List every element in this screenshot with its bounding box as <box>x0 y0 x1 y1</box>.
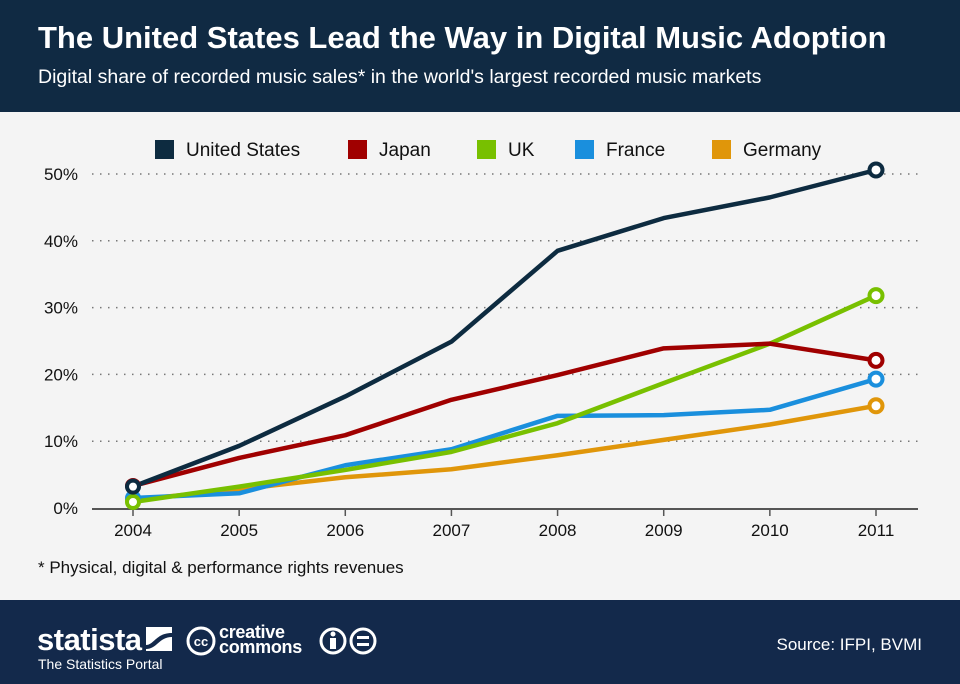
x-tick-label: 2005 <box>220 521 258 540</box>
legend-swatch <box>712 140 731 159</box>
chart-title: The United States Lead the Way in Digita… <box>38 20 887 55</box>
source-note: Source: IFPI, BVMI <box>776 635 923 654</box>
x-tick-label: 2007 <box>433 521 471 540</box>
end-marker <box>867 370 885 388</box>
statista-logo-mark-icon <box>146 627 172 651</box>
legend-item: Japan <box>348 140 431 161</box>
legend-label: United States <box>186 140 300 161</box>
end-marker <box>867 161 885 179</box>
y-axis: 0% 10% 20% 30% 40% 50% <box>44 165 78 518</box>
x-tick-label: 2008 <box>539 521 577 540</box>
y-tick-label: 40% <box>44 232 78 251</box>
legend-item: France <box>575 140 665 161</box>
legend-label: UK <box>508 140 535 161</box>
end-marker <box>867 397 885 415</box>
legend-swatch <box>155 140 174 159</box>
footer: statista The Statistics Portal cc creati… <box>0 600 960 684</box>
no-derivatives-icon <box>349 627 377 655</box>
series-lines <box>125 161 885 510</box>
x-axis: 2004 2005 2006 2007 2008 2009 2010 2011 <box>92 508 918 540</box>
y-tick-label: 20% <box>44 365 78 384</box>
series-line-france <box>132 376 877 501</box>
svg-text:cc: cc <box>194 634 208 649</box>
statista-logo[interactable]: statista <box>37 622 142 657</box>
legend-swatch <box>477 140 496 159</box>
x-tick-label: 2009 <box>645 521 683 540</box>
attribution-icon <box>319 627 347 655</box>
series-line-united-states <box>132 167 877 489</box>
legend-label: Japan <box>379 140 431 161</box>
legend-swatch <box>348 140 367 159</box>
legend-item: Germany <box>712 140 822 161</box>
y-tick-label: 10% <box>44 432 78 451</box>
legend-swatch <box>575 140 594 159</box>
x-tick-label: 2010 <box>751 521 789 540</box>
legend: United States Japan UK France Germany <box>155 140 822 161</box>
x-tick-label: 2004 <box>114 521 152 540</box>
creative-commons-license[interactable]: cc <box>185 624 385 658</box>
start-marker <box>125 478 141 495</box>
license-label[interactable]: creative commons <box>219 622 302 657</box>
y-tick-label: 50% <box>44 165 78 184</box>
header: The United States Lead the Way in Digita… <box>0 0 960 112</box>
chart-area: United States Japan UK France Germany 0% 10% 2… <box>0 112 960 600</box>
chart-subtitle: Digital share of recorded music sales* i… <box>38 66 762 88</box>
cc-icon: cc <box>186 626 216 656</box>
legend-label: France <box>606 140 665 161</box>
series-line-japan <box>132 341 877 489</box>
start-marker <box>125 493 141 510</box>
legend-item: United States <box>155 140 300 161</box>
y-tick-label: 0% <box>53 499 78 518</box>
line-chart: United States Japan UK France Germany 0% 10% 2… <box>44 140 918 540</box>
series-line-uk <box>132 293 877 505</box>
legend-item: UK <box>477 140 535 161</box>
legend-label: Germany <box>743 140 822 161</box>
gridlines <box>92 173 918 442</box>
end-marker <box>867 287 885 305</box>
x-tick-label: 2011 <box>858 521 895 540</box>
end-marker <box>867 351 885 369</box>
statista-tagline: The Statistics Portal <box>38 656 163 672</box>
footnote: * Physical, digital & performance rights… <box>38 558 404 577</box>
y-tick-label: 30% <box>44 299 78 318</box>
x-tick-label: 2006 <box>326 521 364 540</box>
